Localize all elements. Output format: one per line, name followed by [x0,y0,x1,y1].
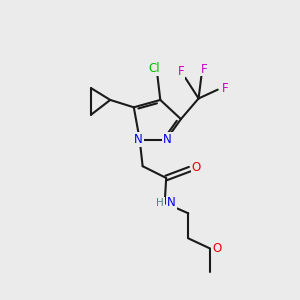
Text: Cl: Cl [148,62,160,75]
Text: F: F [201,62,208,76]
Text: H: H [156,198,164,208]
Text: N: N [134,133,142,146]
Text: N: N [163,133,172,146]
Text: O: O [212,242,221,255]
Text: F: F [222,82,228,95]
Text: F: F [178,65,184,79]
Text: O: O [192,161,201,174]
Text: N: N [167,196,176,209]
